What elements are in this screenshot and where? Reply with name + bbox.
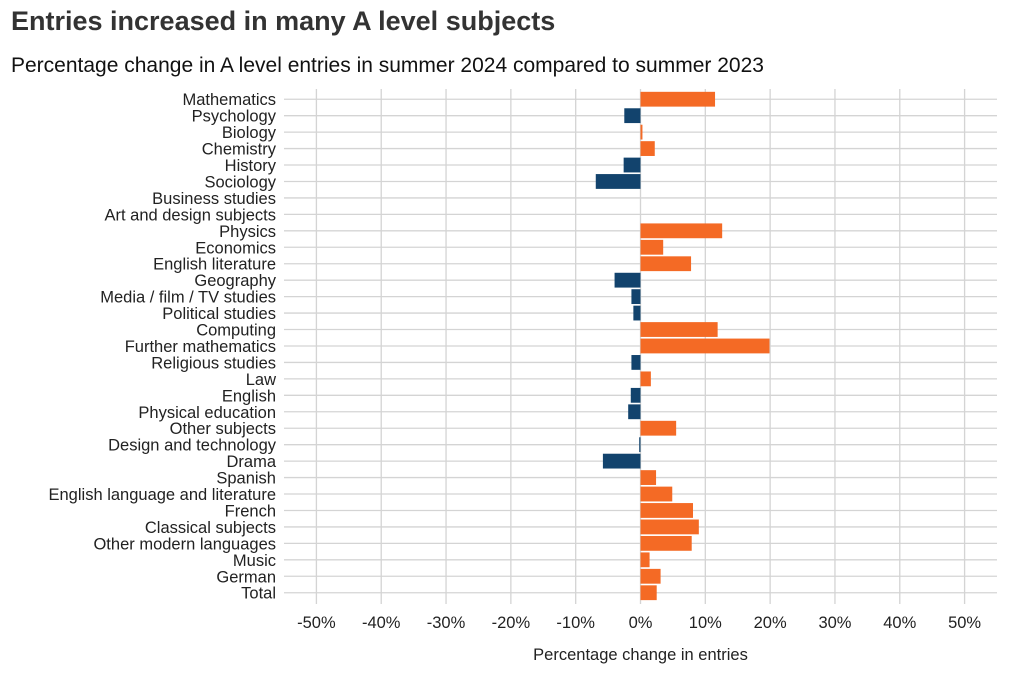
category-label: English language and literature <box>49 486 277 504</box>
category-label: Law <box>246 371 276 389</box>
category-label: Art and design subjects <box>104 206 276 224</box>
bar <box>640 124 643 140</box>
bar <box>640 519 699 535</box>
category-labels: MathematicsPsychologyBiologyChemistryHis… <box>49 91 277 602</box>
bar <box>614 272 641 288</box>
category-label: Other subjects <box>170 420 276 438</box>
bar <box>640 535 692 551</box>
category-label: Further mathematics <box>125 338 276 356</box>
category-label: Mathematics <box>182 91 276 109</box>
x-tick-label: 50% <box>948 614 981 632</box>
category-label: Psychology <box>192 108 277 126</box>
bar <box>640 470 657 485</box>
bar <box>602 453 641 469</box>
category-label: Chemistry <box>202 141 277 159</box>
x-tick-label: -30% <box>427 614 466 632</box>
category-label: German <box>216 568 276 586</box>
bar <box>595 174 641 189</box>
category-label: English literature <box>153 256 276 274</box>
bars <box>595 91 770 601</box>
bar <box>640 338 770 354</box>
bar <box>640 256 692 272</box>
category-label: Design and technology <box>108 437 277 455</box>
category-label: Business studies <box>152 190 276 208</box>
bar <box>631 289 641 305</box>
x-tick-label: 10% <box>689 614 722 632</box>
category-label: Economics <box>195 239 276 257</box>
category-label: Classical subjects <box>145 519 276 537</box>
category-label: Spanish <box>216 470 276 488</box>
x-tick-label: -40% <box>362 614 401 632</box>
x-tick-label: 0% <box>629 614 653 632</box>
category-label: Physical education <box>138 404 276 422</box>
category-label: Media / film / TV studies <box>100 289 276 307</box>
category-label: Biology <box>222 124 277 142</box>
bar <box>640 552 650 568</box>
bar <box>640 503 694 518</box>
bar <box>640 141 655 156</box>
bar <box>640 420 677 436</box>
bar <box>639 437 641 453</box>
x-tick-label: 20% <box>754 614 787 632</box>
bar <box>628 404 641 420</box>
x-tick-label: -20% <box>492 614 531 632</box>
bar <box>640 239 664 255</box>
category-label: Total <box>241 585 276 603</box>
bar <box>631 355 641 370</box>
category-label: Geography <box>194 272 276 290</box>
category-label: English <box>222 387 276 405</box>
category-label: Physics <box>219 223 276 241</box>
x-tick-label: -50% <box>297 614 336 632</box>
x-tick-label: 40% <box>883 614 916 632</box>
bar <box>640 486 673 502</box>
category-label: Religious studies <box>151 354 276 372</box>
x-tick-labels: -50% -40% -30% -20% -10% 0% 10% 20% 30% 40% 50% <box>297 614 981 632</box>
category-label: Sociology <box>204 173 276 191</box>
bar <box>640 223 723 239</box>
bar <box>640 568 661 584</box>
chart-title: Entries increased in many A level subjec… <box>11 6 556 36</box>
bar <box>624 108 641 124</box>
category-label: Other modern languages <box>93 535 276 553</box>
chart-subtitle: Percentage change in A level entries in … <box>11 54 764 77</box>
category-label: Music <box>233 552 276 570</box>
x-tick-label: -10% <box>556 614 595 632</box>
bar <box>623 157 641 173</box>
bar <box>640 371 651 387</box>
bar <box>640 585 657 601</box>
category-label: French <box>225 502 276 520</box>
x-axis-title: Percentage change in entries <box>533 646 748 664</box>
x-tick-label: 30% <box>818 614 851 632</box>
bar <box>640 91 716 107</box>
category-label: Drama <box>226 453 276 471</box>
category-label: Political studies <box>162 305 276 323</box>
bar <box>633 305 641 321</box>
bar <box>630 387 641 403</box>
category-label: History <box>225 157 277 175</box>
category-label: Computing <box>196 322 276 340</box>
bar <box>640 322 718 337</box>
